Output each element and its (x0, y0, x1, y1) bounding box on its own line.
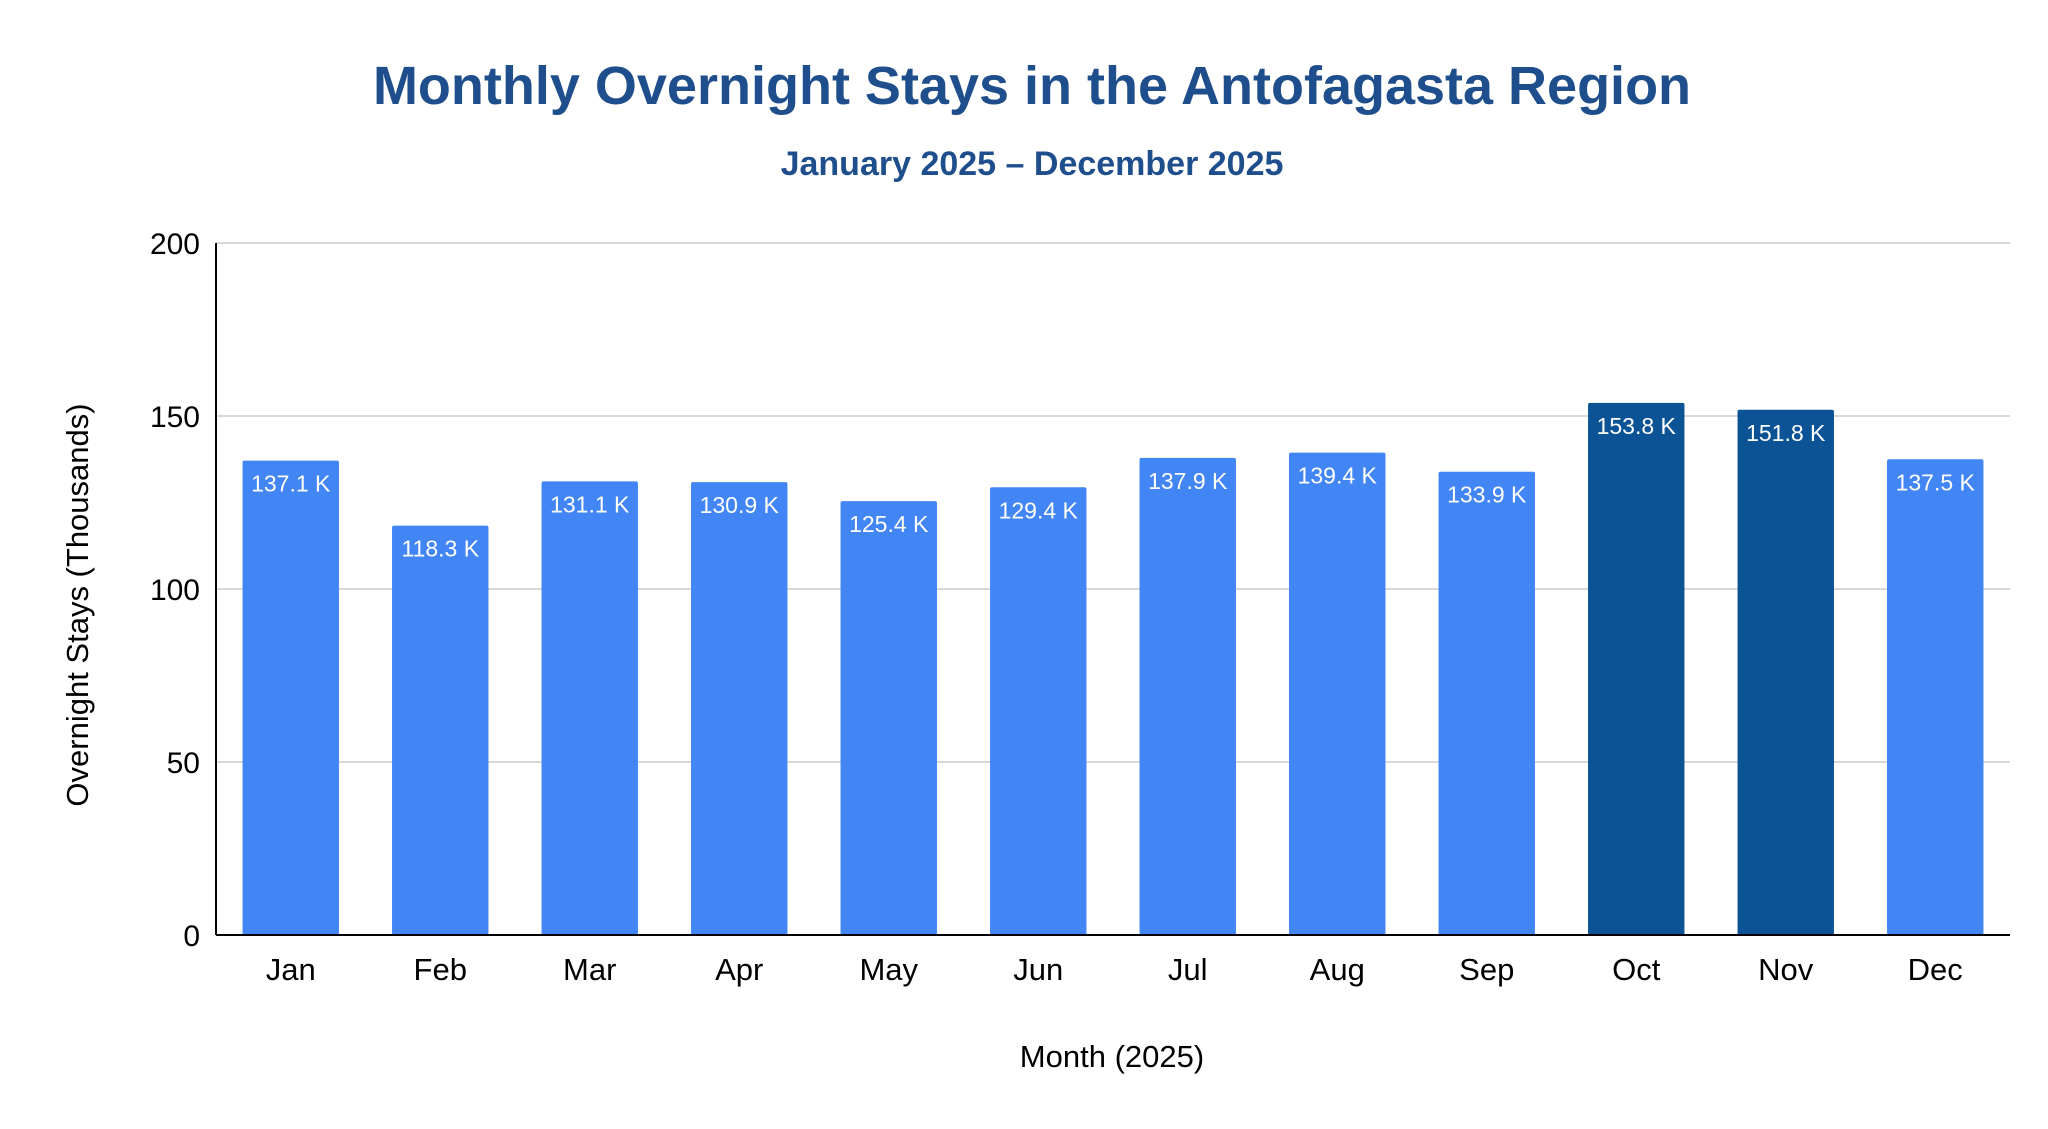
y-tick-label: 100 (150, 574, 200, 607)
bar-sep (1438, 471, 1535, 935)
chart-subtitle: January 2025 – December 2025 (781, 145, 1284, 183)
data-label-jul: 137.9 K (1148, 468, 1228, 494)
x-tick-label-dec: Dec (1908, 952, 1963, 987)
x-tick-label-apr: Apr (715, 952, 763, 987)
axes: 0 50 100 150 200 Jan Feb Mar Apr May Jun Jul Aug Sep O… (150, 228, 2010, 987)
bar-jan (242, 460, 339, 935)
data-label-aug: 139.4 K (1298, 463, 1378, 489)
data-label-may: 125.4 K (849, 511, 929, 537)
x-tick-label-feb: Feb (414, 952, 467, 987)
bar-feb (392, 525, 489, 935)
x-tick-label-jul: Jul (1168, 952, 1208, 987)
y-tick-label: 150 (150, 401, 200, 434)
data-label-mar: 131.1 K (550, 491, 630, 517)
x-axis-label: Month (2025) (1020, 1039, 1204, 1074)
x-tick-label-nov: Nov (1758, 952, 1814, 987)
data-label-nov: 151.8 K (1746, 420, 1826, 446)
data-label-sep: 133.9 K (1447, 482, 1527, 508)
gridlines (216, 242, 2010, 763)
data-label-apr: 130.9 K (700, 492, 780, 518)
y-tick-label: 50 (167, 747, 200, 780)
data-label-dec: 137.5 K (1896, 469, 1976, 495)
x-tick-label-jan: Jan (266, 952, 316, 987)
y-tick-label: 200 (150, 228, 200, 261)
bar-dec (1887, 459, 1984, 935)
bar-may (840, 501, 937, 935)
x-tick-label-jun: Jun (1013, 952, 1063, 987)
bars: 137.1 K 118.3 K 131.1 K 130.9 K 125.4 K 129.4… (242, 402, 1984, 936)
data-label-oct: 153.8 K (1597, 413, 1677, 439)
data-label-jan: 137.1 K (251, 471, 331, 497)
y-axis-label: Overnight Stays (Thousands) (60, 403, 95, 806)
y-tick-label: 0 (183, 920, 200, 953)
x-tick-label-mar: Mar (563, 952, 616, 987)
x-tick-label-oct: Oct (1612, 952, 1661, 987)
x-tick-label-may: May (859, 952, 918, 987)
bar-jul (1139, 457, 1236, 935)
chart-title: Monthly Overnight Stays in the Antofagas… (373, 56, 1691, 116)
bar-mar (541, 481, 638, 935)
bar-nov (1737, 409, 1834, 936)
bar-jun (990, 487, 1087, 935)
x-tick-label-aug: Aug (1310, 952, 1365, 987)
data-label-jun: 129.4 K (999, 497, 1079, 523)
data-label-feb: 118.3 K (401, 536, 479, 562)
bar-apr (691, 482, 788, 935)
x-tick-label-sep: Sep (1459, 952, 1514, 987)
bar-oct (1588, 402, 1685, 935)
bar-aug (1289, 452, 1386, 935)
